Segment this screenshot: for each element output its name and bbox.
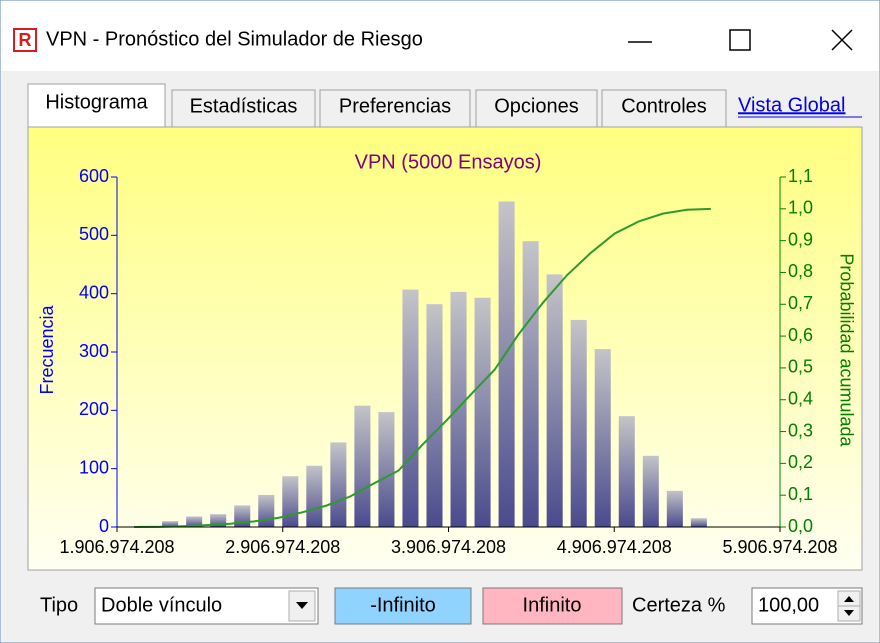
y2-tick-label: 1,0 xyxy=(788,198,813,218)
tab-label: Estadísticas xyxy=(190,95,298,117)
y-tick-label: 600 xyxy=(79,166,109,186)
bar xyxy=(594,349,611,527)
bar xyxy=(330,442,347,527)
bar xyxy=(258,494,275,527)
tab-label: Preferencias xyxy=(339,95,451,117)
x-tick-label: 3.906.974.208 xyxy=(391,537,506,557)
y-tick-label: 500 xyxy=(79,224,109,244)
cumulative-line xyxy=(134,207,711,528)
y2-tick-label: 1,1 xyxy=(788,166,813,186)
bar xyxy=(498,201,515,527)
x-tick-label: 1.906.974.208 xyxy=(59,537,174,557)
tab-label: Opciones xyxy=(494,95,579,117)
bar xyxy=(162,521,179,527)
y2-tick-label: 0,9 xyxy=(788,229,813,249)
chart-panel xyxy=(27,126,863,571)
y-tick-label: 200 xyxy=(79,399,109,419)
tab-label: Controles xyxy=(621,95,707,117)
bar xyxy=(450,291,467,527)
y2-tick-label: 0,5 xyxy=(788,357,813,377)
tipo-select[interactable] xyxy=(94,587,319,625)
bar xyxy=(186,516,203,527)
x-tick-label: 2.906.974.208 xyxy=(225,537,340,557)
vista-global-link[interactable]: Vista Global xyxy=(738,94,845,116)
y2-tick-label: 0,1 xyxy=(788,484,813,504)
max-button[interactable] xyxy=(482,587,623,625)
spin-arrows xyxy=(844,596,854,616)
bar xyxy=(570,319,587,527)
svg-text:R: R xyxy=(19,30,32,50)
dropdown-arrow xyxy=(296,602,308,609)
maximize-button[interactable] xyxy=(729,29,751,51)
y-axis-label: Frecuencia xyxy=(37,304,57,394)
min-button[interactable] xyxy=(334,587,472,625)
certeza-value: 100,00 xyxy=(758,594,819,616)
y2-tick-label: 0,0 xyxy=(788,516,813,536)
bar xyxy=(426,304,443,527)
y2-tick-label: 0,8 xyxy=(788,261,813,281)
dropdown-button[interactable] xyxy=(288,590,316,622)
bar xyxy=(666,490,683,527)
y2-tick-label: 0,2 xyxy=(788,452,813,472)
y2-tick-label: 0,4 xyxy=(788,388,813,408)
y-tick-label: 300 xyxy=(79,341,109,361)
certeza-label: Certeza % xyxy=(632,594,726,616)
y-tick-label: 400 xyxy=(79,282,109,302)
y-tick-label: 100 xyxy=(79,457,109,477)
tab-label: Histograma xyxy=(45,91,148,113)
app-icon: R xyxy=(13,28,37,52)
tab[interactable] xyxy=(601,89,727,128)
bar xyxy=(522,241,539,527)
min-button-label: -Infinito xyxy=(370,594,436,616)
bar xyxy=(690,518,707,527)
bar xyxy=(306,465,323,527)
bar xyxy=(402,289,419,527)
y-tick-label: 0 xyxy=(99,516,109,536)
window-title: VPN - Pronóstico del Simulador de Riesgo xyxy=(46,28,423,50)
tipo-label: Tipo xyxy=(40,594,78,616)
y2-tick-label: 0,7 xyxy=(788,293,813,313)
tipo-value: Doble vínculo xyxy=(101,594,222,616)
bar xyxy=(282,476,299,527)
bar xyxy=(546,274,563,527)
y2-axis-label: Probabilidad acumulada xyxy=(836,253,856,447)
bar xyxy=(354,405,371,527)
bar xyxy=(474,297,491,527)
x-tick-label: 4.906.974.208 xyxy=(557,537,672,557)
max-button-label: Infinito xyxy=(523,594,582,616)
x-tick-label: 5.906.974.208 xyxy=(722,537,837,557)
y2-tick-label: 0,3 xyxy=(788,420,813,440)
chart-title: VPN (5000 Ensayos) xyxy=(355,151,542,173)
close-button[interactable] xyxy=(831,29,853,51)
bar xyxy=(618,416,635,527)
bar xyxy=(642,455,659,527)
title-bar xyxy=(1,1,879,71)
y2-tick-label: 0,6 xyxy=(788,325,813,345)
bar xyxy=(378,412,395,527)
